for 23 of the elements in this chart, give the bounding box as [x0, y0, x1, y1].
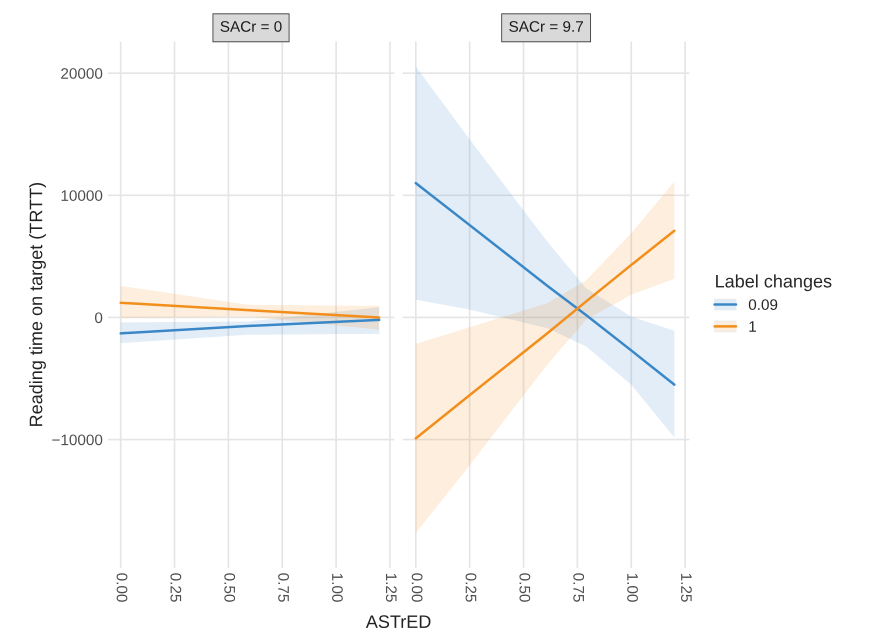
- x-tick-label: 0.75: [573, 573, 584, 602]
- y-tick-label: 10000: [62, 190, 102, 202]
- x-tick-label: 0.00: [412, 573, 423, 602]
- x-tick-label: 0.25: [466, 573, 476, 602]
- legend-label: 1: [749, 321, 756, 332]
- x-tick-label: 1.00: [627, 574, 638, 602]
- chart-title: SACr = 0: [220, 21, 282, 32]
- chart-title: SACr = 9.7: [509, 21, 583, 32]
- legend-title: Label changes: [716, 274, 832, 292]
- x-tick-label: 1.25: [681, 574, 692, 602]
- x-tick-label: 0.75: [278, 573, 289, 602]
- x-axis-title: ASTrED: [366, 615, 430, 628]
- x-tick-label: 1.25: [386, 574, 397, 602]
- y-tick-label: 0: [94, 312, 102, 324]
- x-tick-label: 1.00: [332, 574, 343, 602]
- x-tick-label: 0.50: [224, 573, 236, 602]
- legend-label: 0.09: [748, 299, 778, 310]
- x-tick-label: 0.00: [116, 573, 128, 602]
- x-tick-label: 0.25: [170, 573, 182, 602]
- y-axis-title: Reading time on target (TRTT): [29, 182, 46, 426]
- y-tick-label: 20000: [61, 68, 102, 79]
- x-tick-label: 0.50: [519, 573, 530, 602]
- y-tick-label: −10000: [52, 434, 102, 446]
